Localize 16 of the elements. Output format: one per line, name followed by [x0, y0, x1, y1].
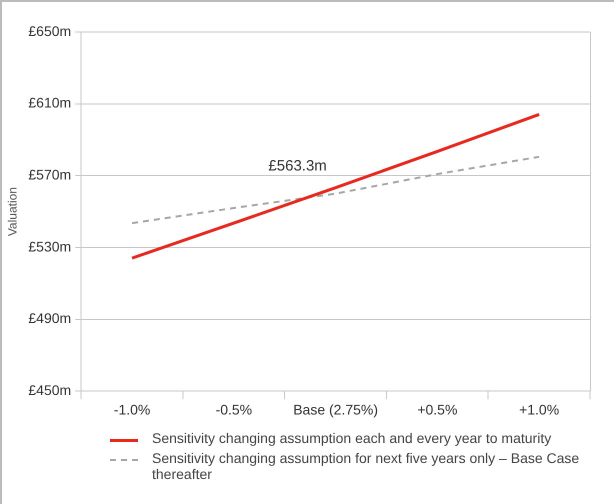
legend-label: Sensitivity changing assumption for next five years only – Base Case thereafter: [152, 450, 580, 482]
y-tick-label: £610m: [28, 94, 72, 111]
x-tick-label: -1.0%: [114, 401, 150, 418]
x-tick-label: +0.5%: [417, 401, 458, 418]
y-axis-title: Valuation: [6, 187, 20, 236]
legend-label: Sensitivity changing assumption each and every year to maturity: [152, 430, 552, 446]
y-tick-label: £570m: [28, 166, 72, 183]
x-tick-label: -0.5%: [216, 401, 252, 418]
y-tick-label: £490m: [28, 310, 72, 326]
y-tick-label: £450m: [28, 382, 72, 398]
x-tick-label: Base (2.75%): [293, 401, 378, 418]
x-tick-label: +1.0%: [519, 401, 560, 418]
y-tick-label: £530m: [28, 238, 72, 254]
line-series: [131, 156, 540, 224]
annotation: £563.3m: [268, 157, 327, 174]
y-tick-label: £650m: [28, 22, 72, 39]
